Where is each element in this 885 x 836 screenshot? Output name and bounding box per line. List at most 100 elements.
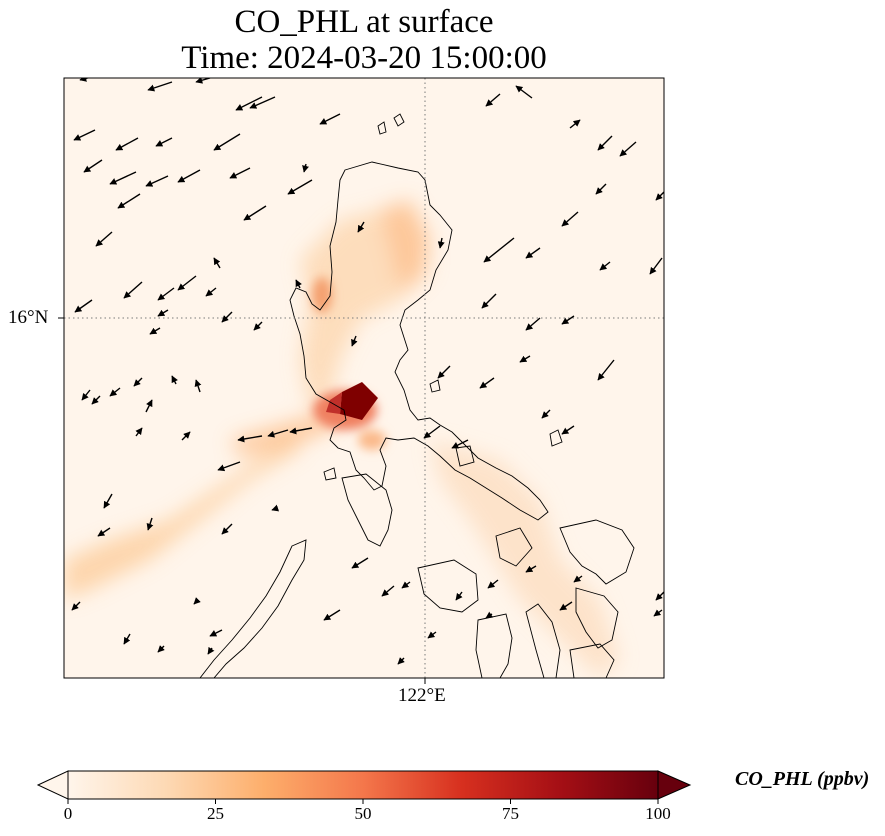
wind-arrow (541, 409, 551, 419)
wind-arrow (79, 78, 91, 82)
wind-arrow (146, 517, 154, 531)
wind-arrow (619, 141, 637, 157)
wind-arrow (157, 287, 175, 301)
coastline-islet-1 (429, 379, 441, 393)
wind-arrow (649, 257, 663, 275)
wind-arrow (193, 597, 201, 605)
wind-arrow (145, 175, 169, 187)
wind-arrow (235, 96, 263, 111)
wind-arrow (91, 395, 101, 405)
wind-arrow (525, 247, 541, 259)
wind-arrow (525, 317, 541, 331)
wind-arrow (481, 293, 497, 309)
wind-arrow (485, 93, 501, 107)
wind-arrow (123, 281, 143, 299)
wind-arrow (249, 96, 276, 109)
coastline-masbate (495, 527, 533, 567)
wind-arrow (397, 657, 405, 665)
wind-arrow (221, 523, 233, 535)
wind-arrow (561, 315, 575, 325)
plume-southwest (64, 430, 300, 600)
wind-arrow (221, 311, 233, 323)
colorbar-bar (67, 770, 659, 800)
wind-arrow (243, 205, 267, 221)
wind-arrow (597, 359, 615, 381)
colorbar-tick-label: 50 (354, 804, 372, 823)
plume-east-arm (380, 200, 430, 290)
wind-arrow (573, 575, 583, 583)
coastline-islet-4 (455, 445, 475, 467)
wind-arrow (561, 211, 579, 227)
wind-arrow (515, 85, 533, 99)
wind-arrow (95, 231, 113, 247)
colorbar-tick-label: 0 (63, 804, 73, 823)
wind-arrow (181, 431, 191, 441)
wind-arrow (145, 399, 153, 413)
wind-arrow (135, 427, 143, 437)
wind-arrow (229, 167, 251, 179)
coastlines (199, 113, 635, 678)
wind-arrow (83, 159, 103, 173)
wind-arrow (357, 221, 365, 233)
wind-arrow (287, 179, 313, 195)
map-frame (63, 77, 665, 679)
coastline-bohol (569, 643, 615, 678)
chart-subtitle: Time: 2024-03-20 15:00:00 (181, 40, 547, 76)
coastline-luzon (289, 161, 549, 521)
wind-arrow (237, 435, 263, 443)
coastline-negros (475, 613, 513, 678)
wind-arrow (194, 379, 202, 393)
wind-arrow (519, 355, 531, 363)
colorbar-extend-high (657, 770, 692, 800)
coastline-panay (417, 559, 479, 613)
wind-arrow (655, 591, 664, 601)
coastline-babuyan (393, 113, 405, 127)
colorbar-tick-label: 25 (207, 804, 224, 823)
wind-arrow (483, 237, 515, 263)
wind-arrow (81, 389, 91, 401)
coastline-batanes (377, 121, 387, 135)
plume-southeast (430, 440, 620, 678)
wind-arrow (401, 581, 411, 589)
wind-arrow (271, 504, 280, 512)
wind-arrow (319, 113, 341, 125)
wind-arrow (217, 461, 241, 472)
coastline-islet-3 (549, 429, 563, 447)
wind-arrow (351, 557, 369, 569)
wind-arrow (653, 609, 663, 617)
coastline-samar (559, 519, 635, 585)
chart-title: CO_PHL at surface (234, 4, 494, 40)
wind-arrow (207, 646, 215, 655)
wind-arrow (595, 183, 607, 195)
wind-arrow (213, 133, 241, 151)
colorbar-label: CO_PHL (ppbv) (735, 768, 870, 790)
wind-arrow (437, 365, 451, 379)
wind-arrow (253, 321, 263, 331)
coastline-cebu (525, 603, 561, 678)
wind-arrow (289, 427, 313, 435)
coastline-palawan (199, 539, 307, 678)
wind-arrow (149, 327, 161, 335)
colorbar-extend-low (36, 770, 69, 800)
plume-west-band (230, 410, 340, 455)
wind-arrow (177, 169, 201, 183)
wind-arrow (157, 309, 169, 317)
wind-arrow (302, 163, 309, 173)
colorbar-tick-label: 75 (502, 804, 519, 823)
lon-tick-label: 122°E (398, 685, 446, 706)
wind-arrow (133, 377, 143, 387)
wind-arrow (177, 275, 197, 291)
wind-arrow (655, 191, 664, 201)
wind-arrow (123, 633, 131, 645)
plume-peak (340, 382, 378, 420)
wind-arrow (147, 81, 173, 92)
wind-arrow (195, 78, 211, 84)
wind-arrow (71, 601, 81, 611)
wind-arrow (455, 591, 463, 601)
wind-arrow (115, 137, 139, 151)
wind-arrow (109, 171, 137, 185)
wind-arrow (205, 287, 217, 297)
colorbar-tick-label: 100 (645, 804, 671, 823)
wind-arrow (213, 257, 221, 269)
